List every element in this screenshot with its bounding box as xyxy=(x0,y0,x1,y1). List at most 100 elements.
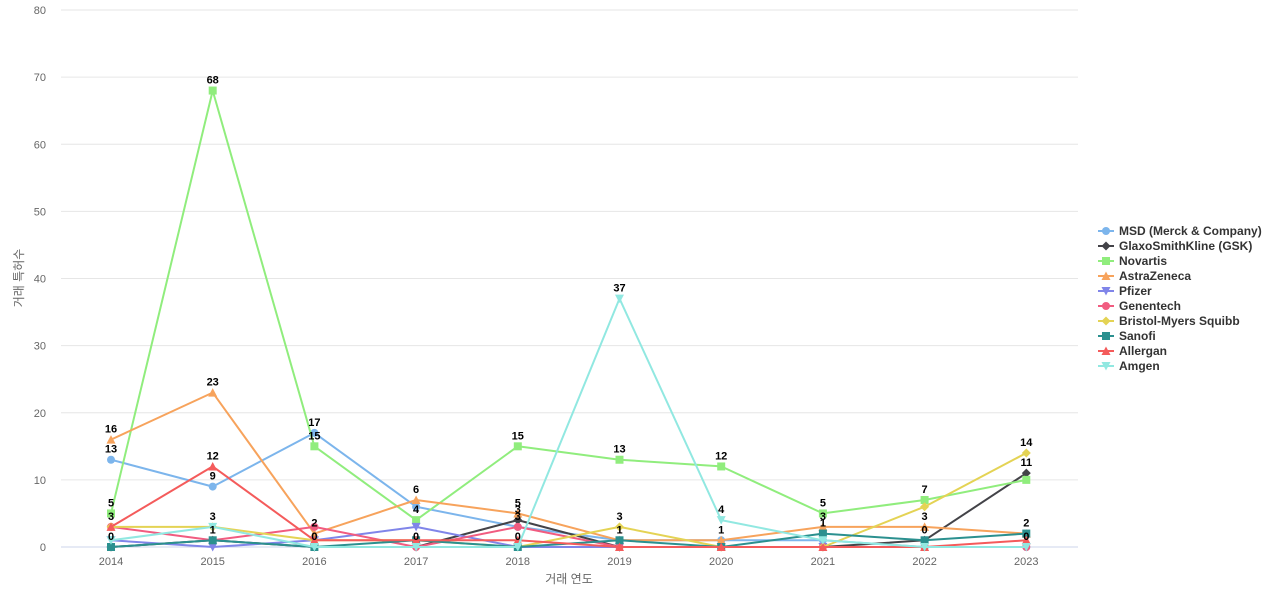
legend-label: Allergan xyxy=(1119,344,1167,358)
x-tick-label: 2019 xyxy=(607,556,631,568)
data-point xyxy=(411,495,421,505)
y-tick-label: 10 xyxy=(34,475,46,487)
data-point xyxy=(1022,475,1031,484)
legend-symbol xyxy=(1102,332,1110,340)
data-label: 1 xyxy=(210,524,216,536)
data-point xyxy=(309,529,319,538)
data-point xyxy=(1021,448,1031,458)
data-point xyxy=(513,442,522,451)
legend-label: Bristol-Myers Squibb xyxy=(1119,314,1240,328)
legend-label: Genentech xyxy=(1119,299,1181,313)
data-label: 37 xyxy=(613,283,625,295)
data-point xyxy=(818,542,828,551)
series-3[interactable] xyxy=(106,388,1031,545)
data-label: 0 xyxy=(413,531,419,543)
data-label: 1 xyxy=(820,518,826,530)
data-point xyxy=(615,536,624,545)
y-tick-label: 40 xyxy=(34,274,46,286)
legend-symbol xyxy=(1101,271,1111,280)
data-point xyxy=(107,509,115,518)
data-point xyxy=(208,543,218,552)
series-9[interactable] xyxy=(106,294,1031,552)
series-line xyxy=(110,89,1027,522)
data-label: 3 xyxy=(616,511,622,523)
data-label: 14 xyxy=(1020,437,1033,449)
data-label: 0 xyxy=(922,524,928,536)
y-tick-label: 50 xyxy=(34,206,46,218)
series-2[interactable] xyxy=(107,86,1031,525)
data-label: 15 xyxy=(512,430,524,442)
data-point xyxy=(716,516,726,525)
data-label: 1 xyxy=(616,524,622,536)
data-point xyxy=(106,435,116,444)
data-label: 0 xyxy=(108,531,114,543)
x-axis-ticks: 2014 2015 2016 2017 2018 2019 2020 2021 2022 2023 xyxy=(99,556,1039,568)
legend-item[interactable]: MSD (Merck & Company) xyxy=(1098,224,1262,238)
legend-label: MSD (Merck & Company) xyxy=(1119,224,1262,238)
legend-symbol xyxy=(1101,241,1111,251)
x-tick-label: 2014 xyxy=(99,556,123,568)
x-tick-label: 2020 xyxy=(709,556,733,568)
data-point xyxy=(309,543,319,552)
data-point xyxy=(615,294,624,304)
data-point xyxy=(818,529,827,538)
legend-item[interactable]: Bristol-Myers Squibb xyxy=(1098,314,1240,328)
series-line xyxy=(110,297,1027,548)
y-tick-label: 80 xyxy=(34,5,46,17)
legend-symbol xyxy=(1102,302,1110,310)
data-label: 11 xyxy=(1020,457,1032,469)
data-point xyxy=(513,515,523,525)
legend-label: GlaxoSmithKline (GSK) xyxy=(1119,239,1252,253)
y-axis-title: 거래 특허수 xyxy=(12,249,26,308)
data-label: 68 xyxy=(207,75,219,87)
legend-item[interactable]: Novartis xyxy=(1098,254,1167,268)
data-label: 1 xyxy=(718,524,724,536)
data-point xyxy=(208,482,217,491)
legend-symbol xyxy=(1101,346,1111,355)
data-point xyxy=(411,543,421,552)
legend-symbol xyxy=(1102,227,1110,235)
data-point xyxy=(513,508,523,518)
series-line xyxy=(110,391,1027,542)
data-label: 7 xyxy=(922,484,928,496)
data-label: 5 xyxy=(820,497,826,509)
data-point xyxy=(208,522,218,532)
data-label: 4 xyxy=(413,504,420,516)
data-point xyxy=(716,542,726,551)
data-label: 13 xyxy=(105,444,117,456)
series-line xyxy=(110,465,1027,548)
y-tick-label: 20 xyxy=(34,408,46,420)
data-point xyxy=(1022,529,1031,538)
data-point xyxy=(208,536,217,545)
legend-item[interactable]: GlaxoSmithKline (GSK) xyxy=(1098,239,1252,253)
data-point xyxy=(411,535,421,545)
series-line xyxy=(111,452,1027,548)
legend-item[interactable]: Pfizer xyxy=(1098,284,1152,298)
data-point xyxy=(310,442,319,451)
legend-item[interactable]: Amgen xyxy=(1098,359,1160,373)
data-point xyxy=(411,522,421,532)
legend-symbol xyxy=(1102,257,1110,265)
legend: MSD (Merck & Company)GlaxoSmithKline (GS… xyxy=(1098,224,1262,373)
data-label: 12 xyxy=(207,450,219,462)
data-labels: 1613530682312931171520640155330371331124… xyxy=(105,75,1033,543)
legend-item[interactable]: Genentech xyxy=(1098,299,1181,313)
data-point xyxy=(615,455,624,464)
series-8[interactable] xyxy=(106,461,1031,551)
legend-label: AstraZeneca xyxy=(1119,269,1191,283)
data-point xyxy=(615,522,624,532)
data-label: 4 xyxy=(718,504,725,516)
data-point xyxy=(1021,543,1031,552)
legend-item[interactable]: Allergan xyxy=(1098,344,1167,358)
legend-label: Amgen xyxy=(1119,359,1160,373)
legend-item[interactable]: AstraZeneca xyxy=(1098,269,1191,283)
data-point xyxy=(208,461,218,471)
data-label: 13 xyxy=(613,444,625,456)
data-label: 12 xyxy=(715,450,727,462)
legend-item[interactable]: Sanofi xyxy=(1098,329,1156,343)
x-tick-label: 2016 xyxy=(302,556,326,568)
grid-lines xyxy=(61,9,1078,481)
data-label: 3 xyxy=(210,511,216,523)
data-point xyxy=(513,522,522,531)
